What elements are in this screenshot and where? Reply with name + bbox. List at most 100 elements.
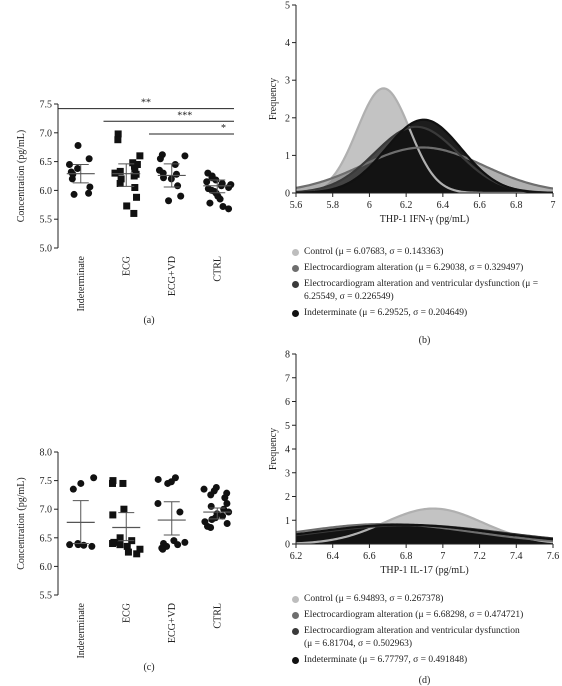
data-point <box>216 195 224 203</box>
y-tick-label: 1 <box>285 151 290 162</box>
y-tick-label: 8.0 <box>40 448 53 459</box>
y-tick-label: 8 <box>285 350 290 361</box>
data-point <box>66 541 74 549</box>
x-tick-label: 6.2 <box>290 551 303 562</box>
panel-label: (a) <box>143 315 154 326</box>
density-curve-electrocardiogram-alteration <box>296 146 553 190</box>
data-point <box>171 160 179 168</box>
legend-swatch <box>292 657 299 664</box>
y-tick-label: 5.5 <box>40 215 53 226</box>
y-tick-label: 0 <box>285 540 290 551</box>
y-tick-label: 6.5 <box>40 157 53 168</box>
legend-item: Indeterminate (μ = 6.77797, σ = 0.491848… <box>292 654 558 667</box>
legend-d: Control (μ = 6.94893, σ = 0.267378) Elec… <box>292 593 558 670</box>
data-point <box>154 499 162 507</box>
data-point <box>114 136 122 144</box>
plot-area <box>296 87 553 193</box>
y-tick-label: 2 <box>285 492 290 503</box>
plot-area <box>296 507 553 544</box>
data-point <box>116 541 124 549</box>
data-point <box>174 541 182 549</box>
y-tick-label: 6 <box>285 397 290 408</box>
x-tick-label: 6.4 <box>437 200 450 211</box>
data-point <box>225 184 233 192</box>
data-point <box>181 152 189 160</box>
y-tick-label: 5 <box>285 1 290 12</box>
data-point <box>74 541 82 549</box>
category-label: ECG+VD <box>167 256 178 296</box>
x-axis-label: THP-1 IFN-γ (pg/mL) <box>380 214 469 225</box>
data-point <box>225 205 233 213</box>
data-point <box>70 190 78 198</box>
data-point <box>74 165 82 173</box>
data-point <box>85 189 93 197</box>
y-tick-label: 7 <box>285 373 290 384</box>
data-point <box>156 155 164 163</box>
legend-swatch <box>292 596 299 603</box>
data-point <box>206 199 214 207</box>
legend-label: Electrocardiogram alteration (μ = 6.2903… <box>304 263 524 273</box>
data-point <box>130 172 138 180</box>
data-point <box>136 152 144 160</box>
data-point <box>116 179 124 187</box>
legend-label: Electrocardiogram alteration and ventric… <box>304 626 520 649</box>
x-tick-label: 7 <box>440 551 445 562</box>
data-point <box>165 197 173 205</box>
data-point <box>223 499 231 507</box>
x-tick-label: 6 <box>367 200 372 211</box>
x-tick-label: 6.4 <box>326 551 339 562</box>
data-point <box>117 175 125 183</box>
data-point <box>219 203 227 211</box>
data-point <box>159 545 167 553</box>
y-axis-label: Concentration (pg/mL) <box>16 130 27 222</box>
y-axis-label: Frequency <box>268 78 279 120</box>
data-point <box>177 192 185 200</box>
category-label: ECG+VD <box>167 603 178 643</box>
y-tick-label: 7.5 <box>40 476 53 487</box>
panel-label: (d) <box>419 675 431 686</box>
data-point <box>80 541 88 549</box>
data-point <box>123 542 131 550</box>
x-tick-label: 6.6 <box>363 551 376 562</box>
data-point <box>203 178 211 186</box>
y-tick-label: 6.0 <box>40 562 53 573</box>
x-tick-label: 6.8 <box>510 200 523 211</box>
legend-label: Control (μ = 6.94893, σ = 0.267378) <box>304 594 444 604</box>
significance-label: * <box>221 123 226 134</box>
y-tick-label: 4 <box>285 445 290 456</box>
data-point <box>123 202 131 210</box>
legend-b: Control (μ = 6.07683, σ = 0.143363) Elec… <box>292 246 558 323</box>
data-point <box>77 479 85 487</box>
legend-label: Indeterminate (μ = 6.29525, σ = 0.204649… <box>304 308 468 318</box>
panel-label: (c) <box>143 662 154 673</box>
data-point <box>223 520 231 527</box>
y-tick-label: 3 <box>285 76 290 87</box>
legend-item: Electrocardiogram alteration and ventric… <box>292 278 558 304</box>
data-point <box>109 479 117 487</box>
y-tick-label: 5.0 <box>40 244 53 255</box>
legend-label: Control (μ = 6.07683, σ = 0.143363) <box>304 247 444 257</box>
data-point <box>208 515 216 523</box>
y-tick-label: 7.5 <box>40 100 53 111</box>
x-tick-label: 6.6 <box>473 200 486 211</box>
data-point <box>154 475 162 483</box>
significance-label: *** <box>177 110 192 121</box>
data-point <box>114 130 122 138</box>
data-point <box>174 182 182 190</box>
data-point <box>131 165 139 173</box>
data-point <box>181 538 189 546</box>
data-point <box>131 184 139 192</box>
data-point <box>219 512 227 520</box>
y-tick-label: 0 <box>285 189 290 200</box>
data-point <box>109 511 117 519</box>
data-point <box>116 534 124 542</box>
data-point <box>120 505 128 513</box>
data-point <box>207 502 215 510</box>
panel-label: (b) <box>419 335 431 346</box>
y-tick-label: 1 <box>285 516 290 527</box>
legend-item: Electrocardiogram alteration and ventric… <box>292 625 558 651</box>
y-tick-label: 2 <box>285 113 290 124</box>
y-tick-label: 4 <box>285 38 290 49</box>
legend-item: Indeterminate (μ = 6.29525, σ = 0.204649… <box>292 307 558 320</box>
legend-swatch <box>292 249 299 256</box>
